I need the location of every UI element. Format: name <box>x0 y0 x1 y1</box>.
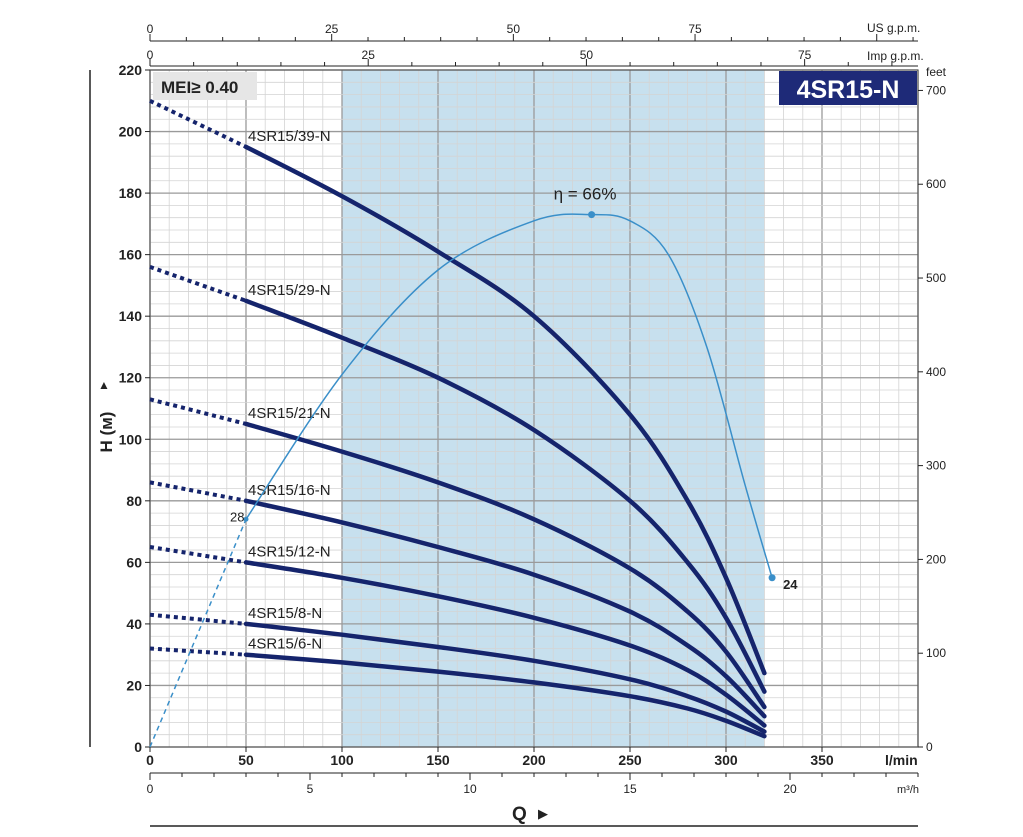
curve-label: 4SR15/16-N <box>248 482 331 499</box>
y-tick-label: 160 <box>119 247 143 263</box>
pump-curves: 4SR15/39-N 4SR15/29-N 4SR15/21-N 4SR15/16-N… <box>149 98 767 739</box>
m3h-tick-label: 5 <box>307 782 314 796</box>
curve-solid-segment <box>243 498 767 719</box>
axes: 0204060801001201401601802002200100200300… <box>89 22 946 827</box>
x-axis-m3h-unit: m³/h <box>897 784 919 796</box>
curve-label: 4SR15/8-N <box>248 605 322 622</box>
efficiency-start-point <box>243 516 249 522</box>
x-axis-unit: l/min <box>885 752 918 768</box>
curve-label: 4SR15/29-N <box>248 282 331 299</box>
y-tick-label: 180 <box>119 185 143 201</box>
y-tick-label: 220 <box>119 62 143 78</box>
q-axis-label: Q <box>512 804 527 825</box>
pump-curve-4sr15-16-n: 4SR15/16-N <box>149 480 767 719</box>
curve-dashed-segment <box>149 98 247 149</box>
efficiency-peak-point <box>588 211 596 219</box>
imp-gpm-tick-label: 75 <box>798 48 812 62</box>
efficiency-solid-segment <box>245 213 773 579</box>
x-tick-label: 200 <box>522 752 546 768</box>
y-tick-label: 60 <box>126 554 142 570</box>
efficiency-peak-label: η = 66% <box>554 185 617 204</box>
feet-tick-label: 300 <box>926 459 946 473</box>
pump-curve-4sr15-29-n: 4SR15/29-N <box>149 265 767 694</box>
us-gpm-tick-label: 50 <box>507 22 521 36</box>
x-tick-label: 50 <box>238 752 254 768</box>
y-tick-label: 100 <box>119 431 143 447</box>
y-tick-label: 20 <box>126 677 142 693</box>
y-axis-arrow-icon: ▲ <box>98 378 110 392</box>
feet-tick-label: 400 <box>926 365 946 379</box>
curve-dashed-segment <box>149 545 247 565</box>
y-tick-label: 80 <box>126 493 142 509</box>
curve-solid-segment <box>243 144 767 676</box>
m3h-tick-label: 15 <box>623 782 637 796</box>
feet-tick-label: 700 <box>926 83 946 97</box>
feet-tick-label: 600 <box>926 177 946 191</box>
curve-dashed-segment <box>149 646 247 657</box>
pump-curve-4sr15-21-n: 4SR15/21-N <box>149 397 767 710</box>
us-gpm-tick-label: 25 <box>325 22 339 36</box>
y-axis-label: H (м) <box>97 412 116 453</box>
y-tick-label: 0 <box>134 739 142 755</box>
curve-solid-segment <box>243 621 767 734</box>
q-axis-arrow-icon: ▶ <box>538 806 548 821</box>
efficiency-dashed-segment <box>149 519 247 748</box>
x-tick-label: 350 <box>810 752 834 768</box>
curve-solid-segment <box>243 652 767 739</box>
pump-curve-4sr15-6-n: 4SR15/6-N <box>149 636 767 739</box>
pump-curve-4sr15-12-n: 4SR15/12-N <box>149 543 767 728</box>
mei-badge: MEI≥ 0.40 <box>153 72 257 100</box>
us-gpm-tick-label: 0 <box>147 22 154 36</box>
x-tick-label: 0 <box>146 752 154 768</box>
us-gpm-unit: US g.p.m. <box>867 21 920 35</box>
pump-curve-4sr15-39-n: 4SR15/39-N <box>149 98 767 676</box>
y-tick-label: 200 <box>119 124 143 140</box>
curve-solid-segment <box>243 560 767 728</box>
curve-label: 4SR15/39-N <box>248 128 331 145</box>
imp-gpm-tick-label: 0 <box>147 48 154 62</box>
m3h-tick-label: 0 <box>147 782 154 796</box>
efficiency-curve: η = 66% 24 28 <box>149 185 798 748</box>
m3h-tick-label: 10 <box>463 782 477 796</box>
x-tick-label: 150 <box>426 752 450 768</box>
feet-tick-label: 0 <box>926 740 933 754</box>
curve-dashed-segment <box>149 612 247 626</box>
x-tick-label: 100 <box>330 752 354 768</box>
curve-solid-segment <box>243 298 767 694</box>
curve-dashed-segment <box>149 480 247 503</box>
feet-tick-label: 200 <box>926 552 946 566</box>
curve-dashed-segment <box>149 265 247 303</box>
curve-dashed-segment <box>149 397 247 426</box>
curve-solid-segment <box>243 421 767 710</box>
efficiency-end-label: 24 <box>783 577 798 592</box>
x-tick-label: 300 <box>714 752 738 768</box>
imp-gpm-unit: Imp g.p.m. <box>867 49 924 63</box>
efficiency-end-point <box>768 574 776 582</box>
y-axis-right-unit: feet <box>926 65 947 79</box>
feet-tick-label: 100 <box>926 646 946 660</box>
x-tick-label: 250 <box>618 752 642 768</box>
pump-curve-4sr15-8-n: 4SR15/8-N <box>149 605 767 734</box>
y-tick-label: 40 <box>126 616 142 632</box>
imp-gpm-tick-label: 25 <box>362 48 376 62</box>
m3h-tick-label: 20 <box>783 782 797 796</box>
curve-label: 4SR15/21-N <box>248 405 331 422</box>
curve-label: 4SR15/12-N <box>248 543 331 560</box>
efficiency-start-label: 28 <box>230 509 244 524</box>
imp-gpm-tick-label: 50 <box>580 48 594 62</box>
curve-label: 4SR15/6-N <box>248 636 322 653</box>
y-tick-label: 120 <box>119 370 143 386</box>
model-badge-label: 4SR15-N <box>797 76 900 104</box>
feet-tick-label: 500 <box>926 271 946 285</box>
mei-badge-label: MEI≥ 0.40 <box>161 78 238 97</box>
model-badge: 4SR15-N <box>779 71 917 105</box>
y-tick-label: 140 <box>119 308 143 324</box>
us-gpm-tick-label: 75 <box>688 22 702 36</box>
